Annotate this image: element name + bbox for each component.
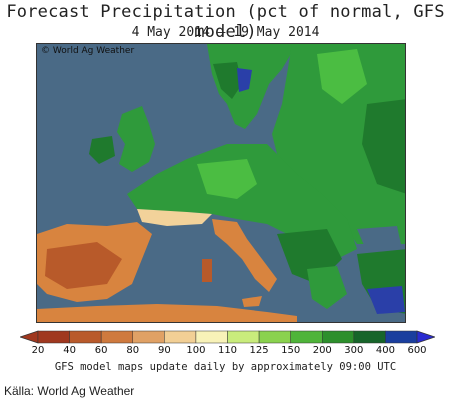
legend-swatch — [385, 330, 418, 344]
legend-swatch — [37, 330, 70, 344]
germany-light-patch — [197, 159, 257, 199]
legend-arrow-left — [20, 330, 39, 344]
legend-tick-label: 300 — [344, 345, 364, 356]
legend-tick-label: 150 — [281, 345, 301, 356]
legend-tick-label: 125 — [249, 345, 269, 356]
source-credit: Källa: World Ag Weather — [4, 384, 135, 398]
chart-title: Forecast Precipitation (pct of normal, G… — [6, 2, 445, 42]
legend-swatch — [69, 330, 102, 344]
legend-swatch — [322, 330, 355, 344]
legend-tick-label: 60 — [94, 345, 108, 356]
legend-arrow-right — [416, 330, 435, 344]
legend-tick-label: 110 — [217, 345, 238, 356]
norway-dry-patch — [213, 62, 242, 99]
legend-swatch — [164, 330, 197, 344]
black-sea — [357, 226, 402, 252]
date-range: 4 May 2014 — 19 May 2014 — [131, 25, 320, 40]
legend-swatch — [353, 330, 386, 344]
map-copyright: © World Ag Weather — [41, 46, 135, 56]
legend-swatch — [290, 330, 323, 344]
map-svg — [37, 44, 405, 322]
russia-dark-patch — [362, 99, 405, 194]
legend-tick-label: 80 — [126, 345, 140, 356]
legend-tick-label: 600 — [407, 345, 427, 356]
legend-swatch — [227, 330, 260, 344]
legend-ticks: 20 40 60 80 90 100 110 125 150 200 300 400 600 — [0, 345, 451, 359]
france-south-light — [137, 209, 212, 226]
italy — [212, 219, 277, 292]
legend-tick-label: 200 — [312, 345, 332, 356]
great-britain — [117, 106, 155, 172]
legend-swatch — [100, 330, 133, 344]
finland-light-patch — [317, 49, 367, 104]
iberia-dry-core — [45, 242, 122, 289]
ireland — [89, 136, 115, 164]
legend-colorbar — [20, 330, 435, 344]
legend-swatch — [132, 330, 165, 344]
legend-tick-label: 100 — [186, 345, 206, 356]
greece — [307, 266, 347, 309]
legend-tick-label: 400 — [375, 345, 395, 356]
legend-tick-label: 40 — [63, 345, 76, 356]
legend-tick-label: 90 — [157, 345, 171, 356]
sardinia — [202, 259, 212, 282]
sweden-blue-patch — [237, 68, 252, 92]
north-africa — [37, 304, 297, 322]
precipitation-map: © World Ag Weather — [36, 43, 406, 323]
central-europe — [127, 144, 357, 259]
update-note: GFS model maps update daily by approxima… — [54, 361, 397, 373]
legend-tick-label: 20 — [31, 345, 45, 356]
sicily — [242, 296, 262, 307]
east-land — [272, 44, 405, 244]
turkey-blue-patch — [367, 286, 405, 314]
legend-swatch — [258, 330, 291, 344]
legend-swatch — [195, 330, 228, 344]
